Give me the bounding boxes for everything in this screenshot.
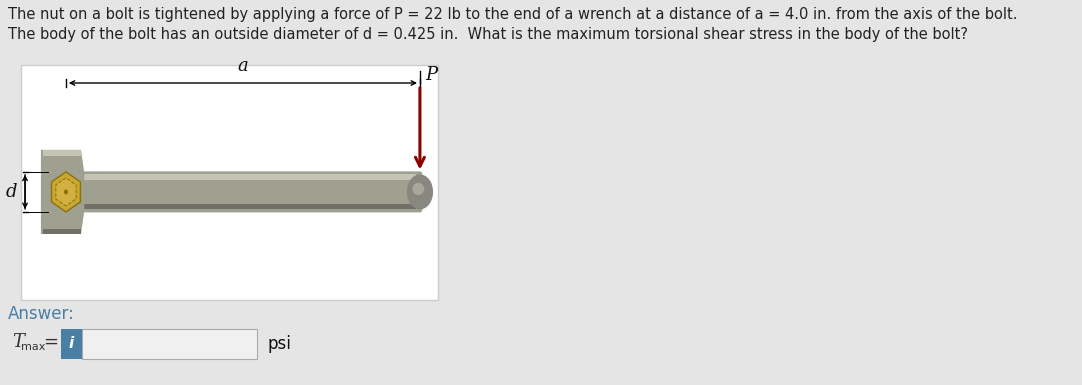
Text: max: max bbox=[21, 342, 45, 352]
Polygon shape bbox=[43, 150, 81, 156]
Text: T: T bbox=[13, 333, 25, 351]
FancyBboxPatch shape bbox=[70, 171, 422, 213]
Text: a: a bbox=[238, 57, 248, 75]
Polygon shape bbox=[77, 174, 415, 181]
FancyBboxPatch shape bbox=[21, 65, 438, 300]
Text: i: i bbox=[69, 336, 74, 352]
Polygon shape bbox=[41, 150, 81, 173]
Polygon shape bbox=[52, 172, 80, 212]
Polygon shape bbox=[72, 173, 84, 211]
Text: The body of the bolt has an outside diameter of d = 0.425 in.  What is the maxim: The body of the bolt has an outside diam… bbox=[9, 27, 968, 42]
Text: d: d bbox=[5, 183, 16, 201]
FancyBboxPatch shape bbox=[61, 329, 82, 359]
Ellipse shape bbox=[64, 189, 68, 194]
Text: P: P bbox=[426, 66, 438, 84]
FancyBboxPatch shape bbox=[82, 329, 258, 359]
Polygon shape bbox=[56, 178, 76, 206]
Text: Answer:: Answer: bbox=[9, 305, 76, 323]
Polygon shape bbox=[43, 229, 81, 234]
Ellipse shape bbox=[412, 183, 424, 195]
Polygon shape bbox=[41, 211, 81, 234]
Polygon shape bbox=[77, 204, 415, 209]
Ellipse shape bbox=[407, 174, 433, 209]
Polygon shape bbox=[41, 150, 84, 234]
Text: psi: psi bbox=[268, 335, 292, 353]
Text: The nut on a bolt is tightened by applying a force of P = 22 lb to the end of a : The nut on a bolt is tightened by applyi… bbox=[9, 7, 1018, 22]
Text: =: = bbox=[43, 333, 58, 351]
